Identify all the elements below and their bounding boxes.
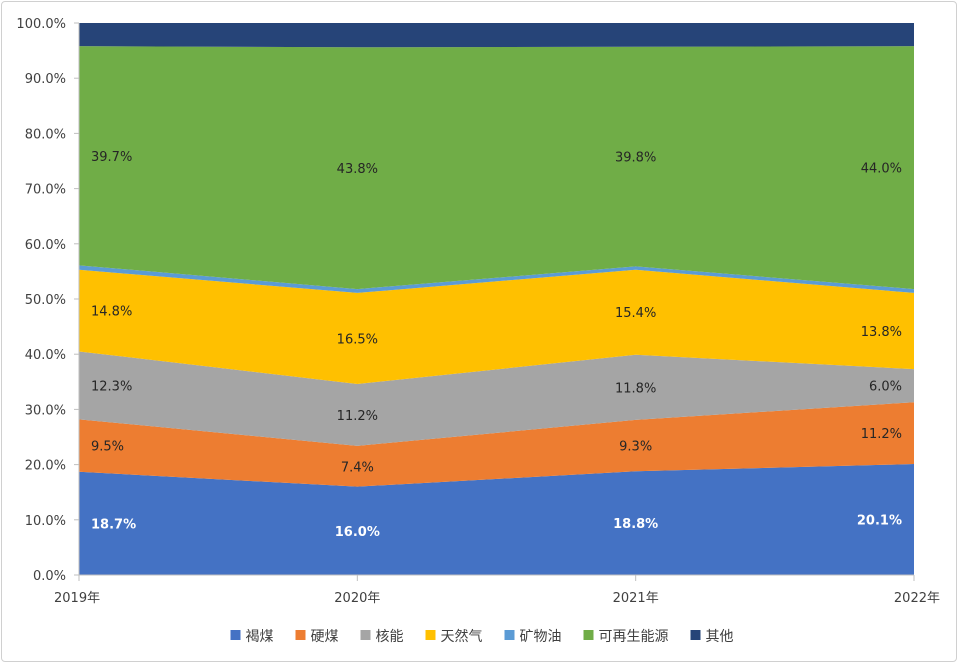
legend-swatch (360, 630, 371, 640)
x-tick-label: 2021年 (613, 591, 659, 606)
legend-label: 矿物油 (520, 629, 562, 645)
x-tick-label: 2022年 (894, 591, 940, 606)
data-label: 16.5% (337, 332, 378, 347)
legend-label: 天然气 (441, 628, 483, 645)
legend-item: 矿物油 (504, 629, 562, 645)
legend-item: 天然气 (425, 628, 483, 645)
legend-item: 硬煤 (295, 629, 339, 645)
legend: 褐煤 硬煤 核能 天然气 矿物油 可再生能源 其他 (230, 628, 734, 645)
data-labels: 18.7% 16.0% 18.8% 20.1% 9.5% 7.4% 9.3% 11.2% 12.… (91, 150, 902, 540)
x-tick-label: 2019年 (54, 591, 100, 606)
data-label: 11.2% (337, 409, 378, 424)
data-label: 15.4% (615, 306, 656, 321)
data-label: 9.3% (619, 440, 652, 455)
area-硬煤 (79, 402, 914, 487)
y-tick-label: 80.0% (25, 127, 66, 142)
data-label: 6.0% (869, 380, 902, 395)
y-tick-label: 100.0% (16, 17, 66, 32)
area-矿物油 (79, 265, 914, 293)
y-tick-label: 40.0% (25, 348, 66, 363)
y-tick-label: 0.0% (33, 569, 66, 584)
legend-swatch (295, 630, 306, 640)
y-tick-label: 10.0% (25, 514, 66, 529)
area-褐煤 (79, 464, 914, 575)
area-layer (79, 23, 914, 575)
legend-item: 可再生能源 (583, 629, 669, 645)
data-label: 16.0% (335, 525, 380, 540)
data-label: 18.8% (613, 517, 658, 532)
y-tick-label: 30.0% (25, 403, 66, 418)
data-label: 39.7% (91, 150, 132, 165)
legend-swatch (504, 630, 515, 640)
area-可再生能源 (79, 46, 914, 290)
legend-item: 褐煤 (230, 629, 274, 645)
y-tick-label: 70.0% (25, 183, 66, 198)
data-label: 44.0% (861, 162, 902, 177)
data-label: 9.5% (91, 440, 124, 455)
legend-item: 其他 (690, 629, 734, 645)
x-tick-label: 2020年 (334, 591, 380, 606)
area-天然气 (79, 269, 914, 385)
data-label: 18.7% (91, 517, 136, 532)
legend-item: 核能 (360, 629, 404, 645)
legend-swatch (690, 630, 701, 640)
legend-label: 核能 (376, 629, 404, 645)
legend-label: 其他 (706, 629, 734, 645)
legend-swatch (230, 630, 241, 640)
data-label: 11.2% (861, 427, 902, 442)
y-tick-label: 60.0% (25, 238, 66, 253)
data-label: 39.8% (615, 151, 656, 166)
y-tick-label: 90.0% (25, 72, 66, 87)
legend-swatch (583, 630, 594, 640)
data-label: 13.8% (861, 325, 902, 340)
y-tick-label: 20.0% (25, 459, 66, 474)
y-tick-label: 50.0% (25, 293, 66, 308)
data-label: 43.8% (337, 162, 378, 177)
data-label: 20.1% (857, 514, 902, 529)
legend-label: 硬煤 (311, 629, 339, 645)
data-label: 11.8% (615, 381, 656, 396)
legend-label: 可再生能源 (599, 629, 669, 645)
area-核能 (79, 351, 914, 446)
data-label: 12.3% (91, 379, 132, 394)
data-label: 7.4% (341, 460, 374, 475)
data-label: 14.8% (91, 305, 132, 320)
legend-swatch (425, 630, 436, 640)
legend-label: 褐煤 (246, 629, 274, 645)
area-其他 (79, 23, 914, 48)
